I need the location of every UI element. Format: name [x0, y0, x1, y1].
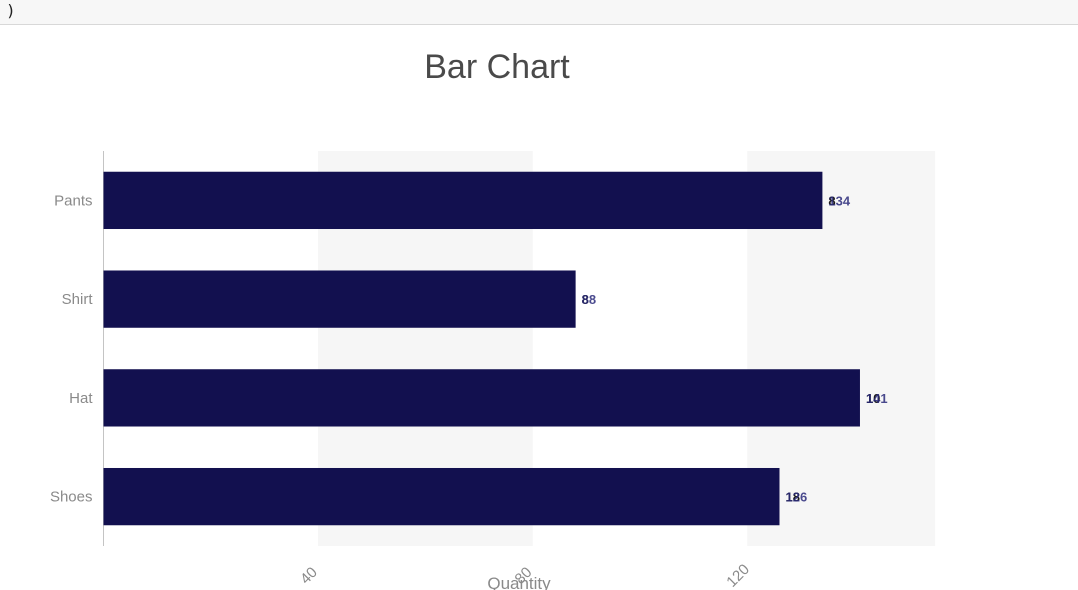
- bars: [103, 171, 860, 526]
- data-label: 88: [582, 292, 596, 307]
- bar-hat: [103, 369, 860, 427]
- data-label: 10: [866, 391, 880, 406]
- chart-title: Bar Chart: [424, 48, 570, 86]
- data-label: 134: [828, 193, 850, 208]
- data-label: 8: [582, 292, 589, 307]
- category-label: Shirt: [62, 291, 94, 308]
- data-label: 18: [785, 490, 799, 505]
- category-label: Shoes: [50, 489, 93, 506]
- x-tick-label: 40: [297, 564, 321, 588]
- data-label: 8: [828, 193, 835, 208]
- bar-shirt: [103, 270, 576, 328]
- category-label: Hat: [69, 390, 93, 407]
- data-label: 126: [785, 490, 807, 505]
- top-toolbar: ): [0, 0, 1078, 25]
- x-axis-label: Quantity: [487, 574, 551, 590]
- category-labels: Pants Shirt Hat Shoes: [50, 192, 93, 505]
- data-label: 141: [866, 391, 888, 406]
- bar-pants: [103, 171, 823, 230]
- bar-shoes: [103, 467, 780, 526]
- category-label: Pants: [54, 192, 92, 209]
- toolbar-text: ): [6, 1, 16, 20]
- x-tick-label: 120: [723, 561, 753, 590]
